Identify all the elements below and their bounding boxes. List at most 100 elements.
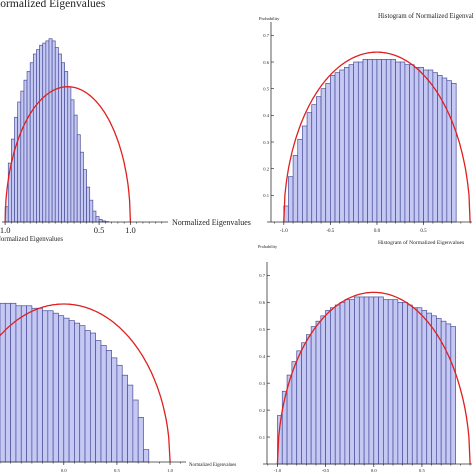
histogram-bar [418, 66, 424, 223]
x-tick-label: 0.0 [61, 468, 67, 473]
histogram-bar [387, 299, 394, 465]
histogram-bar [376, 58, 382, 223]
histogram-bar [23, 79, 28, 223]
histogram-bar [358, 296, 365, 465]
histogram-bar [310, 326, 317, 465]
histogram-bar [399, 61, 406, 223]
x-axis-title: Normalized Eigenvalues [189, 463, 236, 468]
histogram-bar [421, 310, 428, 465]
panel-top-right: -1.0 -0.5 0.0 0.5 0.1 0.2 0.3 0.4 0.5 0.6 0.7 Proba… [259, 13, 474, 234]
y-tick-label: 0.4 [263, 113, 269, 118]
histogram-bar [363, 296, 370, 465]
x-tick-label: -1.0 [280, 229, 288, 234]
y-tick-label: 0.7 [263, 33, 269, 38]
histogram-bar [64, 71, 69, 223]
histogram-bar [45, 40, 50, 223]
histogram-bar [291, 361, 298, 465]
histogram-bar [292, 154, 299, 223]
histogram-bar [10, 302, 17, 463]
histogram-bar [89, 199, 94, 223]
histogram-bar [79, 151, 84, 223]
histogram-bar [68, 320, 75, 463]
histogram-bar [427, 69, 434, 223]
histogram-bar [26, 71, 31, 223]
y-tick-label: 0.2 [259, 408, 265, 413]
histogram-bar [371, 58, 378, 223]
histogram-bar [397, 301, 404, 465]
histogram-bar [311, 104, 317, 223]
histogram-bar [79, 325, 86, 463]
histogram-bar [357, 61, 364, 223]
histogram-bar [413, 66, 420, 223]
semicircle-curve [0, 303, 171, 463]
histogram-bar [330, 74, 336, 223]
histogram-bar [95, 340, 102, 463]
x-tick-label: -1.0 [274, 468, 282, 473]
histogram-bar [281, 390, 288, 465]
semicircle-curve [4, 86, 132, 223]
x-tick-label: -0.5 [326, 229, 334, 234]
histogram-bar [32, 53, 37, 223]
histogram-bar [58, 53, 62, 223]
x-tick-label: 0.5 [114, 468, 120, 473]
histogram-bar [378, 296, 384, 465]
histogram-bar [353, 61, 359, 223]
histogram-bar [354, 296, 360, 465]
histogram-bar [402, 301, 408, 465]
histogram-bar [73, 114, 78, 223]
histogram-bar [316, 96, 322, 223]
y-tick-label: 0.3 [263, 140, 269, 145]
histogram-bar [334, 72, 341, 223]
histogram-bar [36, 307, 43, 463]
histogram-bar [121, 374, 128, 463]
y-tick-label: 0.5 [263, 86, 269, 91]
y-tick-label: 0.7 [259, 273, 265, 278]
histogram-bar [339, 69, 345, 223]
chart-title: Histogram of Normalized Eigenvalues [378, 13, 474, 20]
histogram-bar [423, 69, 429, 223]
histogram-bar [42, 42, 47, 223]
histogram-bar [100, 345, 107, 463]
histogram-bar [42, 310, 49, 463]
histogram-bar [426, 312, 432, 465]
histogram-bar [301, 342, 307, 465]
y-tick-label: 0.4 [259, 354, 265, 359]
histogram-bar [297, 138, 303, 223]
histogram-bar [385, 58, 392, 223]
histogram-bar [296, 350, 302, 465]
histogram-bar [137, 417, 144, 463]
histogram-bar [305, 334, 312, 465]
chart-title: Normalized Eigenvalues [0, 0, 106, 10]
histogram-bar [116, 364, 123, 463]
histogram-bar [320, 315, 326, 465]
histogram-bar [315, 320, 322, 465]
histogram-bar [95, 216, 100, 223]
histogram-bar [51, 40, 56, 223]
semicircle-curve [283, 51, 471, 223]
x-tick-label: 1.0 [167, 468, 173, 473]
x-tick-label: 0.5 [420, 229, 427, 234]
histogram-bar [344, 299, 351, 465]
histogram-bar [84, 330, 91, 463]
histogram-bar [76, 134, 81, 223]
histogram-bar [89, 332, 97, 463]
histogram-bar [348, 64, 355, 223]
histogram-bar [446, 80, 452, 223]
histogram-bar [288, 176, 294, 223]
histogram-bar [20, 90, 25, 223]
histogram-bar [390, 58, 396, 223]
histogram-bar [20, 305, 27, 463]
histogram-bar [47, 310, 54, 463]
panel-bottom-left: 0.0 0.5 1.0 Normalized Eigenvalues Normalize… [0, 236, 236, 473]
histogram-bar [83, 169, 87, 223]
histogram-bar [325, 310, 331, 465]
chart-title: Normalized Eigenvalues [0, 236, 63, 243]
histogram-bar [404, 64, 410, 223]
panel-bottom-right: -1.0 -0.5 0.0 0.5 0.1 0.2 0.3 0.4 0.5 0.6 0.7 Proba… [258, 239, 472, 473]
histogram-bar [74, 322, 81, 463]
histogram-bar [302, 125, 308, 223]
histogram-bar [111, 357, 118, 463]
histogram-bar [17, 101, 22, 223]
x-tick-label: 1.0 [0, 225, 10, 235]
